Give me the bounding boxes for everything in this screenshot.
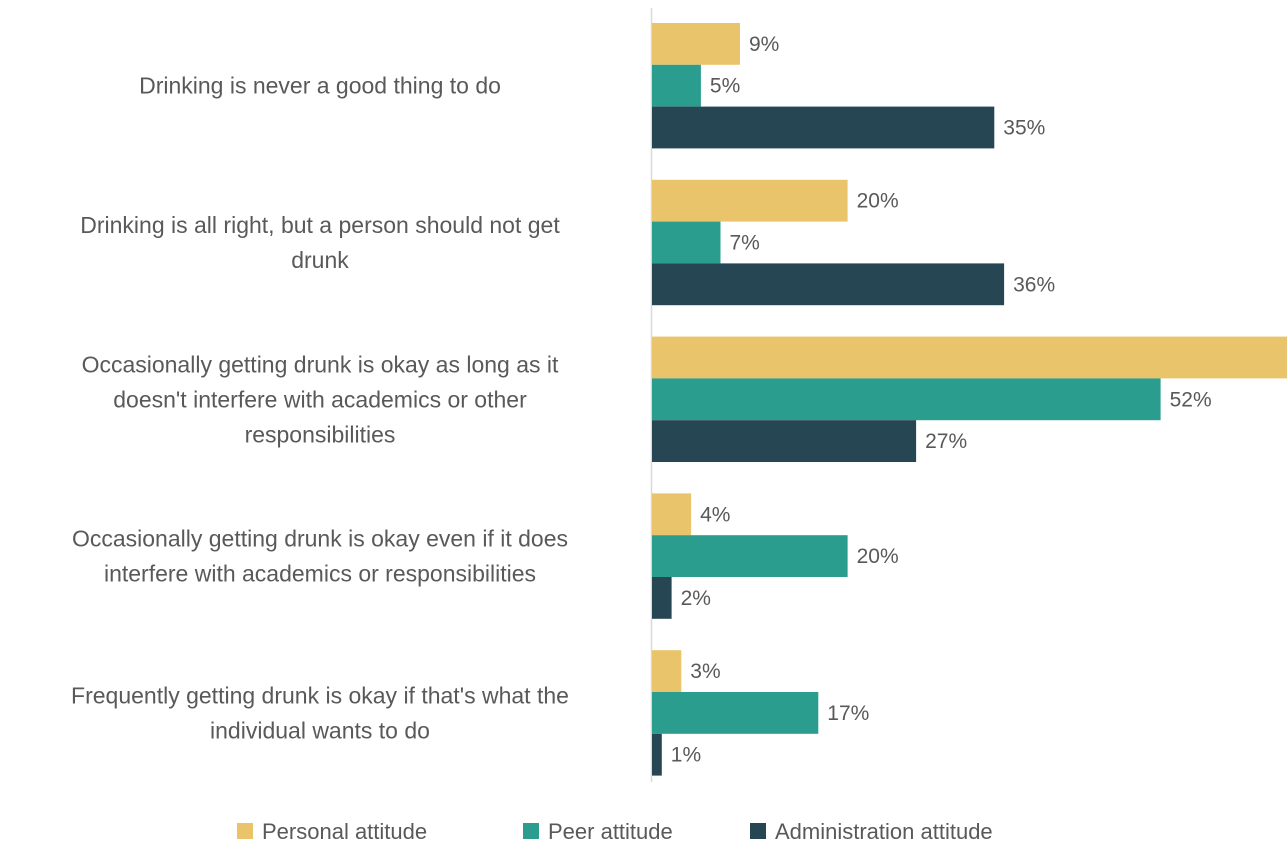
bar-peer-2[interactable]	[652, 378, 1161, 421]
category-label-3: Occasionally getting drunk is okay even …	[72, 526, 568, 587]
bar-personal-2[interactable]	[652, 336, 1287, 379]
bar-administration-3[interactable]	[652, 577, 672, 619]
value-label-personal-1: 20%	[857, 190, 899, 213]
legend-swatch-administration	[750, 823, 766, 839]
bar-personal-1[interactable]	[652, 179, 848, 222]
bar-administration-4[interactable]	[652, 733, 662, 776]
bar-administration-1[interactable]	[652, 263, 1005, 306]
value-label-administration-2: 27%	[925, 430, 967, 453]
bar-peer-0[interactable]	[652, 64, 701, 107]
legend-label-administration[interactable]: Administration attitude	[775, 819, 993, 844]
value-label-peer-0: 5%	[710, 75, 740, 98]
category-label-2: Occasionally getting drunk is okay as lo…	[82, 351, 559, 447]
category-label-1: Drinking is all right, but a person shou…	[80, 212, 560, 273]
legend-label-personal[interactable]: Personal attitude	[262, 819, 427, 844]
legend-swatch-personal	[237, 823, 253, 839]
category-label-line: individual wants to do	[210, 717, 430, 743]
bar-personal-4[interactable]	[652, 650, 682, 692]
category-label-line: doesn't interfere with academics or othe…	[113, 386, 527, 412]
value-label-administration-4: 1%	[671, 744, 701, 767]
bar-peer-4[interactable]	[652, 692, 819, 734]
bars-group	[652, 23, 1287, 776]
category-label-line: Drinking is all right, but a person shou…	[80, 212, 560, 238]
bar-personal-0[interactable]	[652, 23, 740, 65]
category-label-line: Frequently getting drunk is okay if that…	[71, 682, 569, 708]
category-label-line: drunk	[291, 247, 349, 273]
legend-label-peer[interactable]: Peer attitude	[548, 819, 673, 844]
category-label-4: Frequently getting drunk is okay if that…	[71, 682, 569, 743]
bar-administration-0[interactable]	[652, 106, 995, 149]
value-label-peer-3: 20%	[857, 545, 899, 568]
bar-peer-1[interactable]	[652, 221, 721, 264]
category-label-line: interfere with academics or responsibili…	[104, 561, 536, 587]
legend: Personal attitude Peer attitude Administ…	[237, 819, 993, 844]
category-label-0: Drinking is never a good thing to do	[139, 73, 501, 99]
category-label-line: Occasionally getting drunk is okay even …	[72, 526, 568, 552]
value-label-peer-1: 7%	[730, 232, 760, 255]
value-label-administration-0: 35%	[1003, 117, 1045, 140]
value-label-peer-4: 17%	[827, 702, 869, 725]
category-label-line: responsibilities	[245, 421, 396, 447]
category-labels-group: Drinking is never a good thing to do Drin…	[71, 73, 569, 744]
category-label-line: Occasionally getting drunk is okay as lo…	[82, 351, 559, 377]
category-label-line: Drinking is never a good thing to do	[139, 73, 501, 99]
value-label-personal-3: 4%	[700, 503, 730, 526]
bar-personal-3[interactable]	[652, 493, 692, 536]
bar-administration-2[interactable]	[652, 420, 917, 462]
value-label-administration-3: 2%	[681, 587, 711, 610]
value-label-personal-4: 3%	[690, 660, 720, 683]
legend-swatch-peer	[523, 823, 539, 839]
value-label-personal-0: 9%	[749, 33, 779, 56]
value-labels-group: 9%5%35%20%7%36%65%52%27%4%20%2%3%17%1%	[671, 33, 1212, 767]
bar-peer-3[interactable]	[652, 535, 848, 577]
value-label-administration-1: 36%	[1013, 273, 1055, 296]
value-label-peer-2: 52%	[1170, 388, 1212, 411]
